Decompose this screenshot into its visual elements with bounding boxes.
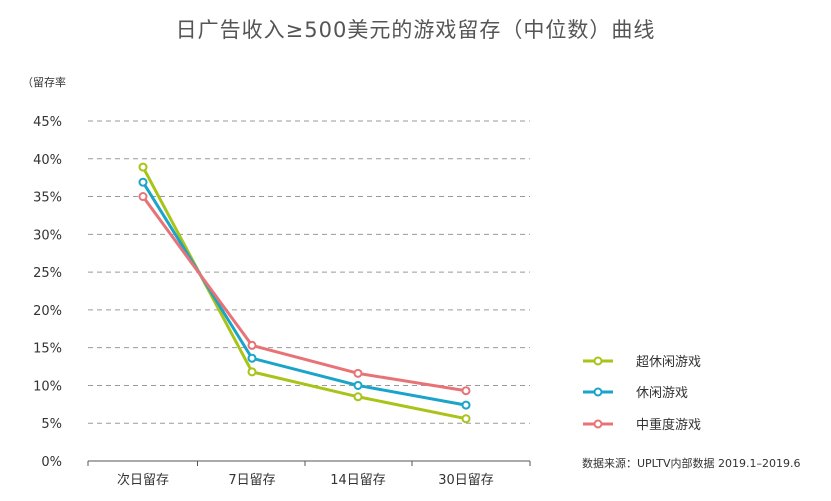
data-point bbox=[247, 353, 257, 363]
series-line-1 bbox=[141, 166, 467, 421]
y-tick-label: 0% bbox=[41, 455, 62, 470]
x-tick-label: 30日留存 bbox=[438, 473, 494, 488]
data-point bbox=[138, 162, 148, 172]
x-tick-label: 7日留存 bbox=[228, 473, 275, 488]
y-tick-label: 10% bbox=[33, 379, 62, 394]
data-point bbox=[353, 380, 363, 390]
legend-label: 中重度游戏 bbox=[636, 417, 701, 433]
series-line-2 bbox=[141, 181, 467, 407]
legend-label: 超休闲游戏 bbox=[636, 355, 701, 370]
y-axis-label: （留存率 bbox=[22, 76, 66, 89]
legend-label: 休闲游戏 bbox=[636, 386, 688, 401]
y-tick-label: 25% bbox=[33, 266, 62, 281]
legend-swatch-marker bbox=[593, 356, 603, 366]
y-tick-label: 20% bbox=[33, 304, 62, 319]
x-tick-label: 14日留存 bbox=[330, 473, 386, 488]
y-tick-label: 15% bbox=[33, 342, 62, 357]
y-tick-label: 30% bbox=[33, 228, 62, 243]
y-tick-label: 5% bbox=[41, 417, 62, 432]
legend-swatch-marker bbox=[593, 387, 603, 397]
data-point bbox=[353, 368, 363, 378]
x-tick-label: 次日留存 bbox=[117, 472, 169, 488]
data-point bbox=[461, 400, 471, 410]
data-point bbox=[247, 367, 257, 377]
data-point bbox=[461, 386, 471, 396]
data-point bbox=[138, 177, 148, 187]
data-point bbox=[461, 414, 471, 424]
y-tick-label: 45% bbox=[33, 115, 62, 130]
y-tick-label: 35% bbox=[33, 191, 62, 206]
data-point bbox=[353, 392, 363, 402]
y-tick-label: 40% bbox=[33, 153, 62, 168]
data-source-note: 数据来源：UPLTV内部数据 2019.1–2019.6 bbox=[582, 457, 801, 470]
legend-swatch-marker bbox=[593, 419, 603, 429]
data-point bbox=[138, 192, 148, 202]
series-line-3 bbox=[141, 195, 467, 393]
data-point bbox=[247, 340, 257, 350]
chart-title: 日广告收入≥500美元的游戏留存（中位数）曲线 bbox=[175, 18, 656, 42]
